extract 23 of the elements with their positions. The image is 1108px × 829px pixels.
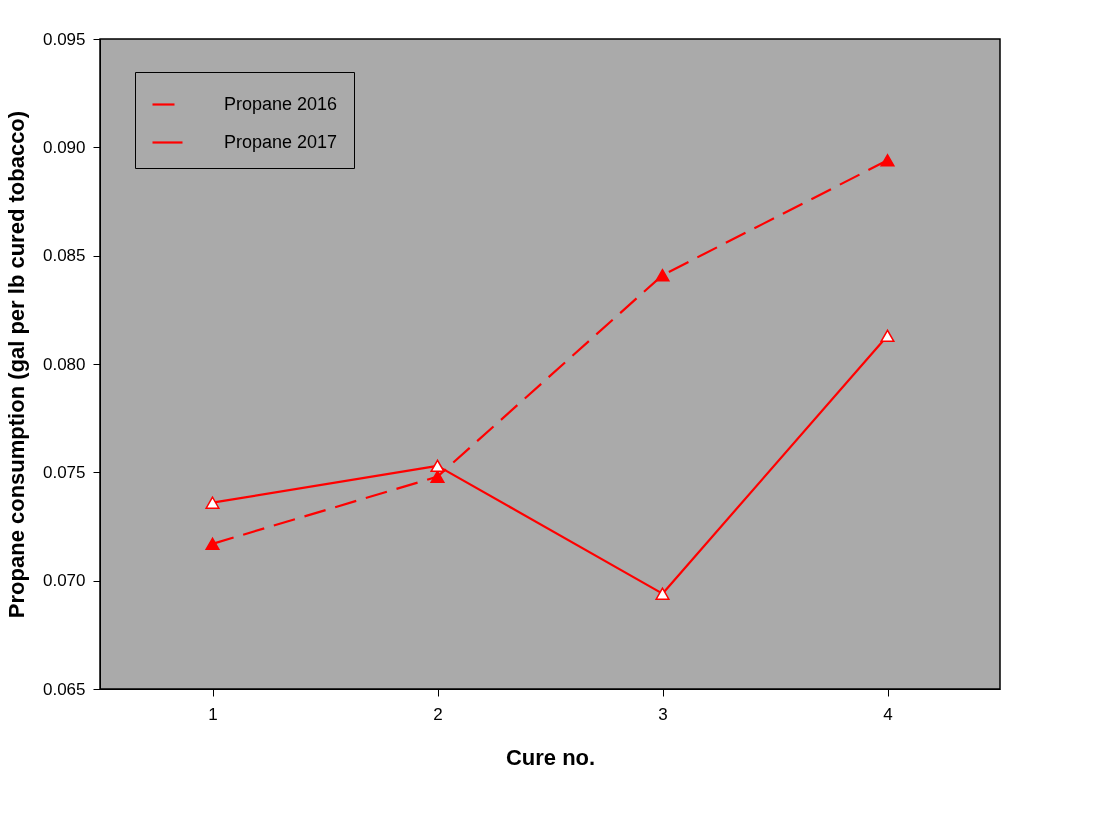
point: [880, 329, 895, 343]
y-tick-label: 0.075: [42, 462, 86, 482]
y-axis-title: Propane consumption (gal per lb cured tobacco): [3, 110, 29, 619]
point: [205, 496, 220, 509]
point: [880, 154, 895, 167]
y-tick-label: 0.095: [42, 29, 86, 49]
x-tick-label: 2: [433, 704, 443, 724]
y-tick-label: 0.080: [42, 354, 86, 374]
y-tick-label: 0.085: [42, 246, 86, 266]
point: [655, 268, 670, 282]
point: [655, 587, 670, 600]
x-tick-label: 1: [208, 704, 218, 724]
y-tick-label: 0.070: [42, 571, 86, 591]
point: [430, 470, 445, 483]
legend-label: Propane 2016: [224, 93, 338, 114]
legend-label: Propane 2017: [224, 131, 338, 152]
y-tick-label: 0.090: [42, 137, 86, 157]
x-axis-title: Cure no.: [505, 744, 596, 770]
x-tick-label: 4: [883, 704, 893, 724]
point: [430, 459, 445, 473]
x-tick-label: 3: [658, 704, 668, 724]
point: [205, 537, 220, 551]
y-tick-label: 0.065: [42, 679, 86, 699]
